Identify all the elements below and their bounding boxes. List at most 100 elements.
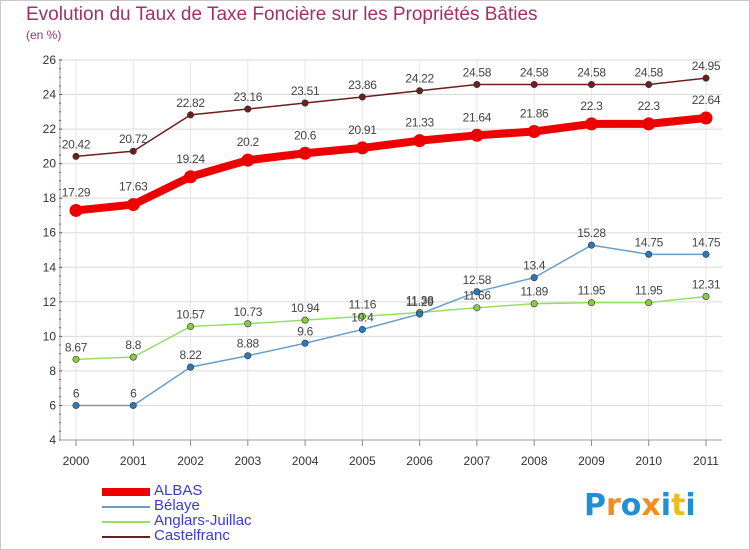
point-Castelfranc bbox=[301, 99, 309, 107]
data-label-ALBAS: 21.86 bbox=[520, 107, 549, 121]
point-Anglars-Juillac bbox=[587, 299, 595, 307]
data-label-Anglars-Juillac: 10.73 bbox=[234, 305, 263, 319]
legend-label: Anglars-Juillac bbox=[154, 512, 252, 529]
data-label-Castelfranc: 24.58 bbox=[634, 66, 663, 80]
data-label-Anglars-Juillac: 11.16 bbox=[349, 297, 377, 311]
point-Bélaye bbox=[473, 288, 481, 296]
legend-item: ALBAS bbox=[102, 482, 402, 500]
point-Castelfranc bbox=[702, 74, 710, 82]
data-label-ALBAS: 22.3 bbox=[580, 99, 603, 113]
point-ALBAS bbox=[126, 198, 140, 212]
point-ALBAS bbox=[527, 125, 541, 139]
point-Anglars-Juillac bbox=[72, 355, 80, 363]
point-ALBAS bbox=[413, 134, 427, 148]
point-Anglars-Juillac bbox=[473, 304, 481, 312]
data-label-Castelfranc: 24.95 bbox=[692, 59, 721, 73]
data-label-Castelfranc: 24.58 bbox=[463, 66, 492, 80]
data-label-Bélaye: 11.29 bbox=[406, 295, 434, 309]
data-label-ALBAS: 20.2 bbox=[237, 135, 260, 149]
x-tick-label: 2003 bbox=[234, 454, 261, 468]
y-tick-label: 20 bbox=[43, 157, 57, 171]
point-Castelfranc bbox=[473, 81, 481, 89]
point-Bélaye bbox=[72, 401, 80, 409]
data-label-Anglars-Juillac: 11.89 bbox=[520, 285, 548, 299]
logo-letter: r bbox=[606, 488, 621, 523]
legend-swatch bbox=[102, 536, 150, 538]
chart-title: Evolution du Taux de Taxe Foncière sur l… bbox=[26, 4, 538, 25]
data-label-Castelfranc: 22.82 bbox=[176, 96, 205, 110]
y-tick-label: 24 bbox=[43, 88, 57, 102]
point-Castelfranc bbox=[129, 147, 137, 155]
legend-swatch bbox=[102, 521, 150, 523]
data-label-Bélaye: 8.88 bbox=[237, 337, 260, 351]
y-tick-label: 16 bbox=[43, 226, 57, 240]
point-Bélaye bbox=[587, 241, 595, 249]
point-ALBAS bbox=[642, 117, 656, 131]
data-label-Bélaye: 13.4 bbox=[523, 259, 546, 273]
logo-letter: t bbox=[671, 488, 686, 523]
point-ALBAS bbox=[355, 141, 369, 155]
y-tick-label: 14 bbox=[43, 260, 57, 274]
logo-letter: o bbox=[620, 488, 642, 523]
point-Anglars-Juillac bbox=[702, 292, 710, 300]
series-line-Anglars-Juillac bbox=[75, 295, 707, 361]
y-tick-label: 6 bbox=[49, 398, 56, 412]
series-line-Castelfranc bbox=[75, 77, 707, 158]
point-ALBAS bbox=[470, 128, 484, 142]
data-label-ALBAS: 19.24 bbox=[176, 152, 205, 166]
y-tick-label: 26 bbox=[43, 53, 57, 67]
data-label-Anglars-Juillac: 8.8 bbox=[125, 338, 141, 352]
data-label-Anglars-Juillac: 8.67 bbox=[65, 340, 88, 354]
y-tick-label: 12 bbox=[43, 295, 57, 309]
point-Castelfranc bbox=[416, 87, 424, 95]
data-label-ALBAS: 17.29 bbox=[62, 185, 91, 199]
point-Bélaye bbox=[244, 352, 252, 360]
data-label-Anglars-Juillac: 10.94 bbox=[291, 301, 320, 315]
point-Bélaye bbox=[187, 363, 195, 371]
data-label-Bélaye: 8.22 bbox=[179, 348, 202, 362]
point-ALBAS bbox=[184, 170, 198, 184]
data-label-Anglars-Juillac: 11.66 bbox=[463, 289, 491, 303]
point-ALBAS bbox=[241, 153, 255, 167]
x-tick-label: 2002 bbox=[177, 454, 204, 468]
point-Castelfranc bbox=[645, 81, 653, 89]
point-Bélaye bbox=[530, 274, 538, 282]
point-Bélaye bbox=[416, 310, 424, 318]
point-Anglars-Juillac bbox=[645, 299, 653, 307]
data-label-Anglars-Juillac: 11.38 bbox=[406, 294, 434, 308]
y-tick-label: 10 bbox=[43, 329, 57, 343]
x-tick-label: 2006 bbox=[406, 454, 433, 468]
data-label-Castelfranc: 23.86 bbox=[348, 78, 377, 92]
x-tick-label: 2009 bbox=[578, 454, 605, 468]
data-label-Castelfranc: 24.58 bbox=[520, 66, 549, 80]
logo-letter: i bbox=[685, 488, 696, 523]
data-label-Castelfranc: 20.42 bbox=[62, 137, 91, 151]
x-tick-label: 2005 bbox=[349, 454, 376, 468]
point-Anglars-Juillac bbox=[358, 312, 366, 320]
data-label-Castelfranc: 23.16 bbox=[234, 90, 263, 104]
point-Castelfranc bbox=[244, 105, 252, 113]
data-label-Bélaye: 14.75 bbox=[692, 235, 721, 249]
point-Bélaye bbox=[301, 339, 309, 347]
data-label-ALBAS: 21.33 bbox=[405, 116, 434, 130]
point-Bélaye bbox=[645, 250, 653, 258]
data-label-Bélaye: 9.6 bbox=[297, 324, 313, 338]
point-Castelfranc bbox=[587, 81, 595, 89]
legend-item: Anglars-Juillac bbox=[102, 512, 402, 530]
data-label-Bélaye: 6 bbox=[130, 386, 137, 400]
data-label-Anglars-Juillac: 11.95 bbox=[578, 284, 606, 298]
point-Anglars-Juillac bbox=[301, 316, 309, 324]
data-label-ALBAS: 21.64 bbox=[463, 110, 492, 124]
legend-label: Bélaye bbox=[154, 497, 200, 514]
point-Bélaye bbox=[358, 325, 366, 333]
data-label-Castelfranc: 23.51 bbox=[291, 84, 320, 98]
point-Castelfranc bbox=[187, 111, 195, 119]
point-Anglars-Juillac bbox=[187, 323, 195, 331]
unit-label: (en %) bbox=[26, 28, 62, 42]
x-tick-label: 2007 bbox=[464, 454, 491, 468]
point-Castelfranc bbox=[358, 93, 366, 101]
data-label-ALBAS: 20.6 bbox=[294, 128, 317, 142]
point-Bélaye bbox=[702, 250, 710, 258]
legend-swatch bbox=[102, 488, 150, 496]
point-Castelfranc bbox=[72, 152, 80, 160]
